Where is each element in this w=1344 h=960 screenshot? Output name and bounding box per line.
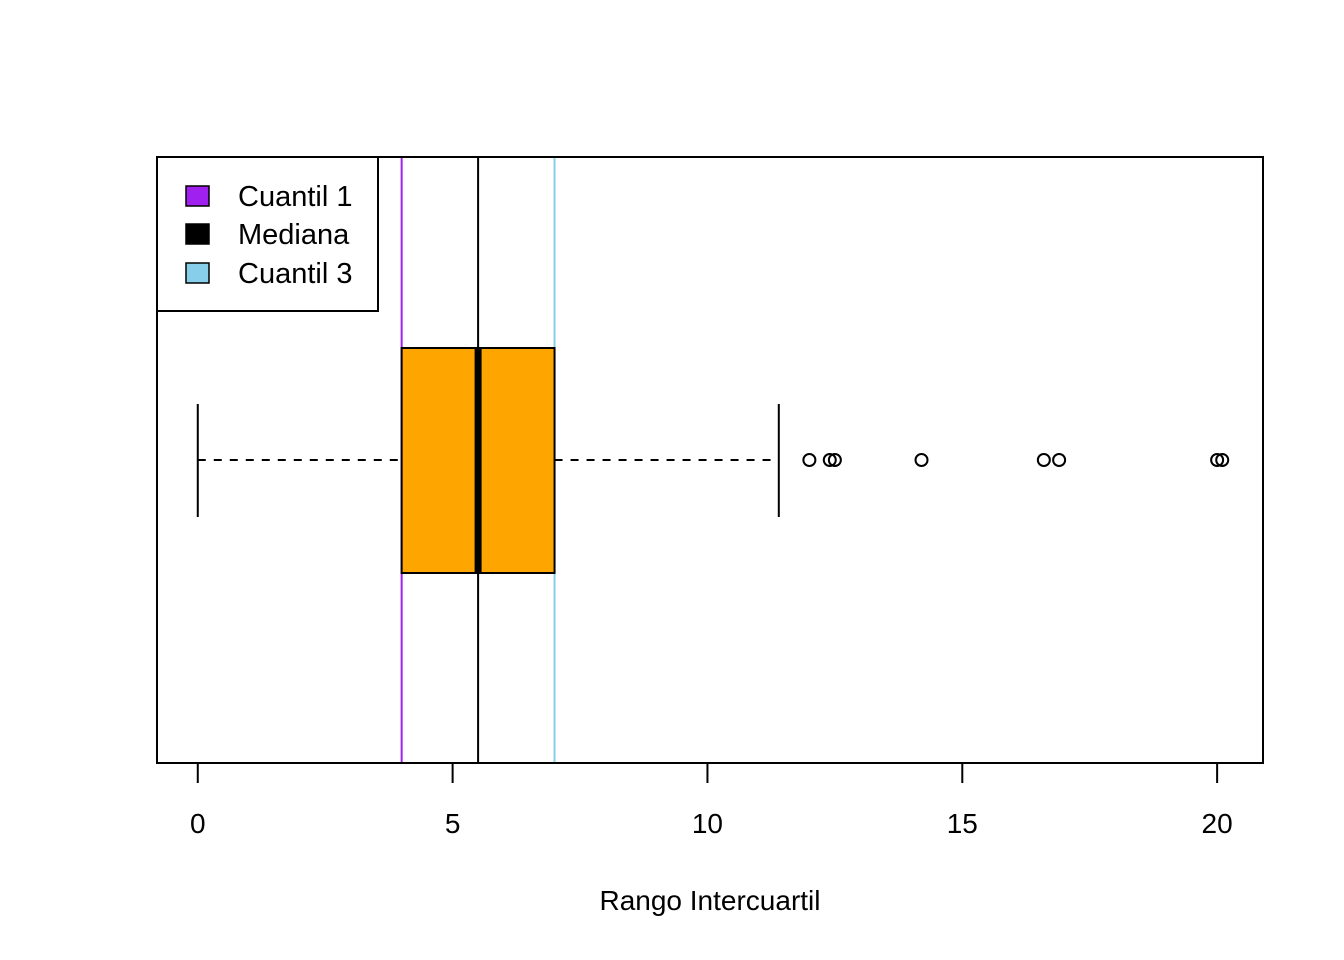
legend: Cuantil 1 Mediana Cuantil 3 [156, 156, 379, 312]
outlier-point-6 [1052, 453, 1067, 467]
outlier-point-3 [827, 453, 842, 467]
box [400, 347, 556, 574]
legend-label-3: Cuantil 3 [238, 258, 352, 290]
outlier-point-1 [802, 453, 817, 467]
legend-label-1: Cuantil 1 [238, 181, 352, 213]
legend-swatch-2 [185, 223, 210, 245]
outlier-point-7 [1210, 453, 1225, 467]
x-tick-label-3: 10 [692, 808, 723, 839]
legend-label-2: Mediana [238, 219, 350, 251]
outlier-point-8 [1215, 453, 1230, 467]
x-tick-label-4: 15 [947, 808, 978, 839]
x-tick-label-5: 20 [1202, 808, 1233, 839]
x-axis: 0 5 10 15 20 [190, 762, 1233, 839]
legend-swatch-1 [185, 185, 210, 207]
legend-swatch-3 [185, 262, 210, 284]
outlier-point-4 [914, 453, 929, 467]
outliers [802, 453, 1230, 467]
whiskers [196, 404, 780, 517]
x-tick-label-1: 0 [190, 808, 206, 839]
outlier-point-2 [822, 453, 837, 467]
outlier-point-5 [1036, 453, 1051, 467]
x-tick-label-2: 5 [445, 808, 461, 839]
x-axis-label: Rango Intercuartil [599, 885, 820, 916]
